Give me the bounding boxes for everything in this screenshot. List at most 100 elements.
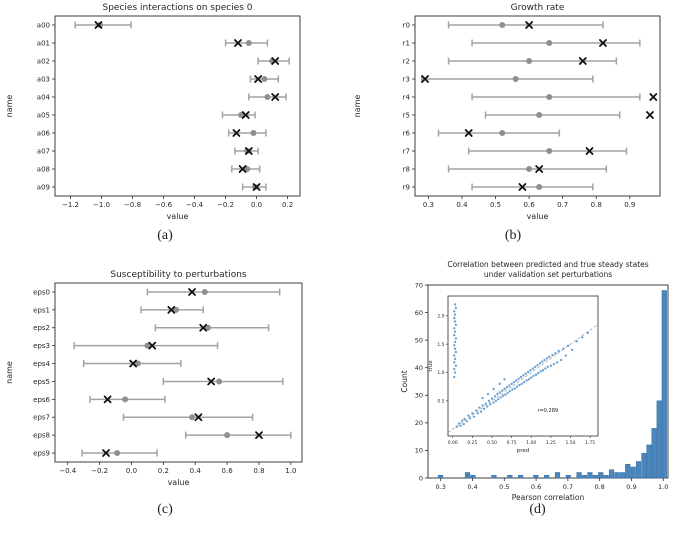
svg-text:0.2: 0.2	[158, 467, 169, 475]
svg-text:1.0: 1.0	[285, 467, 296, 475]
svg-text:0.9: 0.9	[624, 201, 635, 209]
svg-text:0.5: 0.5	[499, 483, 509, 491]
svg-text:0.4: 0.4	[467, 483, 477, 491]
svg-text:eps2: eps2	[33, 324, 50, 332]
svg-text:0.6: 0.6	[222, 467, 234, 475]
svg-text:a01: a01	[37, 39, 50, 47]
svg-text:a05: a05	[37, 111, 50, 119]
svg-text:eps0: eps0	[33, 288, 50, 296]
svg-text:60: 60	[415, 309, 423, 317]
svg-text:0.5: 0.5	[490, 201, 501, 209]
svg-text:−1.0: −1.0	[93, 201, 110, 209]
svg-text:eps5: eps5	[33, 378, 50, 386]
svg-text:a09: a09	[37, 183, 50, 191]
svg-text:0.50: 0.50	[487, 440, 497, 446]
svg-text:value: value	[527, 212, 549, 221]
svg-text:r=0.289: r=0.289	[538, 408, 559, 414]
subplot-species-interactions: −1.2 −1.0 −0.8 −0.6 −0.4 −0.2 0.0 0.2 a00 a01 a02 a…	[0, 0, 330, 225]
svg-text:a04: a04	[37, 93, 51, 101]
svg-text:a02: a02	[37, 57, 50, 65]
svg-text:eps3: eps3	[33, 342, 50, 350]
correlation-histogram-chart: 0.3 0.4 0.5 0.6 0.7 0.8 0.9 1.00 10 20 30 40 50 60 70 C…	[400, 260, 669, 502]
svg-text:value: value	[168, 478, 190, 487]
svg-text:−0.6: −0.6	[155, 201, 173, 209]
svg-text:a08: a08	[37, 165, 50, 173]
svg-text:r5: r5	[403, 111, 410, 119]
svg-text:a03: a03	[37, 75, 50, 83]
svg-text:eps7: eps7	[33, 414, 50, 422]
svg-text:2.0: 2.0	[437, 313, 444, 319]
svg-text:Correlation between predicted: Correlation between predicted and true s…	[447, 260, 648, 269]
svg-text:1.75: 1.75	[585, 440, 595, 446]
svg-text:value: value	[167, 212, 189, 221]
svg-text:a07: a07	[37, 147, 50, 155]
svg-text:30: 30	[415, 392, 423, 400]
svg-text:0.0: 0.0	[251, 201, 262, 209]
svg-text:0.4: 0.4	[190, 467, 202, 475]
svg-text:0.8: 0.8	[594, 483, 604, 491]
svg-text:r7: r7	[403, 147, 410, 155]
svg-text:Growth rate: Growth rate	[511, 3, 565, 13]
svg-text:0.8: 0.8	[591, 201, 602, 209]
svg-text:r3: r3	[403, 75, 410, 83]
svg-text:0.9: 0.9	[626, 483, 636, 491]
svg-text:10: 10	[415, 447, 423, 455]
svg-text:0.0: 0.0	[126, 467, 137, 475]
svg-text:r6: r6	[403, 129, 411, 137]
svg-text:0.2: 0.2	[282, 201, 293, 209]
svg-text:eps8: eps8	[33, 432, 50, 440]
svg-text:0.6: 0.6	[531, 483, 541, 491]
svg-text:0.3: 0.3	[436, 483, 446, 491]
svg-text:r9: r9	[403, 183, 410, 191]
caption-b: (b)	[504, 228, 522, 243]
svg-text:0.8: 0.8	[253, 467, 264, 475]
svg-text:0.6: 0.6	[524, 201, 536, 209]
svg-text:0.75: 0.75	[507, 440, 517, 446]
svg-text:1.00: 1.00	[526, 440, 536, 446]
svg-text:name: name	[353, 95, 362, 118]
svg-text:Species interactions on specie: Species interactions on species 0	[103, 3, 253, 13]
svg-text:eps4: eps4	[33, 360, 50, 368]
svg-text:70: 70	[415, 281, 423, 289]
subplot-susceptibility: −0.4 −0.2 0.0 0.2 0.4 0.6 0.8 1.0 eps0 eps1 eps2 ep…	[0, 268, 330, 493]
svg-text:under validation set perturbat: under validation set perturbations	[484, 270, 612, 279]
svg-text:eps9: eps9	[33, 449, 50, 457]
subplot-growth-rate: 0.3 0.4 0.5 0.6 0.7 0.8 0.9 r0 r1 r2 r3 r4 r5 r6 r7 r8 r…	[348, 0, 678, 225]
svg-text:r8: r8	[403, 165, 410, 173]
svg-text:a00: a00	[37, 21, 50, 29]
svg-text:name: name	[5, 95, 14, 118]
svg-text:Pearson correlation: Pearson correlation	[512, 493, 585, 502]
svg-text:0.7: 0.7	[563, 483, 573, 491]
svg-text:1.50: 1.50	[565, 440, 575, 446]
svg-text:−1.2: −1.2	[62, 201, 79, 209]
svg-text:pred: pred	[517, 448, 530, 454]
species-interactions-chart: −1.2 −1.0 −0.8 −0.6 −0.4 −0.2 0.0 0.2 a00 a01 a02 a…	[5, 3, 301, 221]
svg-text:−0.4: −0.4	[186, 201, 204, 209]
svg-text:name: name	[5, 361, 14, 384]
svg-text:0.25: 0.25	[467, 440, 477, 446]
svg-text:−0.2: −0.2	[91, 467, 108, 475]
subplot-correlation-hist: 0.3 0.4 0.5 0.6 0.7 0.8 0.9 1.0 0 10 20 30 40 50 60 70 C…	[395, 256, 680, 504]
svg-text:eps6: eps6	[33, 396, 50, 404]
svg-text:a06: a06	[37, 129, 51, 137]
svg-text:0.00: 0.00	[448, 440, 458, 446]
svg-text:1.0: 1.0	[658, 483, 668, 491]
svg-text:true: true	[428, 360, 434, 372]
svg-text:−0.4: −0.4	[59, 467, 77, 475]
svg-text:Count: Count	[400, 370, 409, 392]
svg-text:r1: r1	[403, 39, 410, 47]
svg-text:20: 20	[415, 419, 423, 427]
svg-text:r0: r0	[403, 21, 410, 29]
svg-text:40: 40	[415, 364, 423, 372]
svg-text:Susceptibility to perturbation: Susceptibility to perturbations	[110, 270, 247, 280]
svg-text:1.5: 1.5	[437, 342, 444, 348]
svg-text:−0.8: −0.8	[124, 201, 141, 209]
svg-text:1.25: 1.25	[546, 440, 556, 446]
caption-d: (d)	[529, 502, 546, 517]
svg-text:r4: r4	[403, 93, 411, 101]
svg-text:0.3: 0.3	[423, 201, 434, 209]
svg-text:50: 50	[415, 336, 423, 344]
caption-a: (a)	[157, 228, 173, 243]
svg-text:−0.2: −0.2	[217, 201, 234, 209]
svg-text:eps1: eps1	[33, 306, 50, 314]
